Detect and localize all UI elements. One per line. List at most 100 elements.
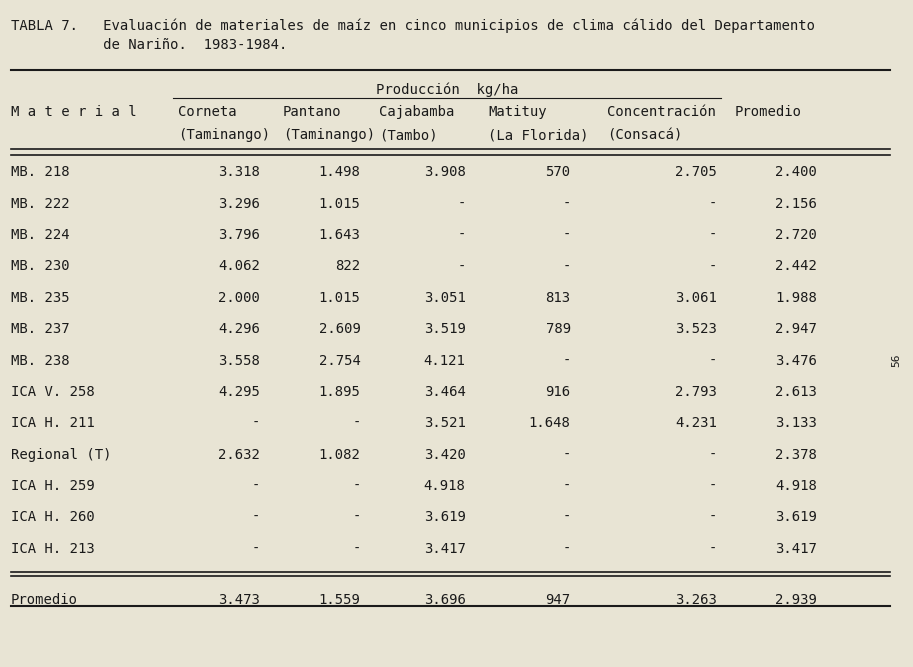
Text: 1.082: 1.082 — [319, 448, 361, 462]
Text: 1.648: 1.648 — [529, 416, 571, 430]
Text: 813: 813 — [545, 291, 571, 305]
Text: -: - — [352, 542, 361, 556]
Text: -: - — [562, 197, 571, 211]
Text: 2.378: 2.378 — [775, 448, 817, 462]
Text: (Tambo): (Tambo) — [379, 128, 437, 142]
Text: 2.754: 2.754 — [319, 354, 361, 368]
Text: 4.296: 4.296 — [218, 322, 260, 336]
Text: 4.295: 4.295 — [218, 385, 260, 399]
Text: ICA V. 258: ICA V. 258 — [11, 385, 95, 399]
Text: -: - — [708, 354, 717, 368]
Text: 3.521: 3.521 — [424, 416, 466, 430]
Text: 2.793: 2.793 — [675, 385, 717, 399]
Text: -: - — [562, 354, 571, 368]
Text: M a t e r i a l: M a t e r i a l — [11, 105, 137, 119]
Text: 3.696: 3.696 — [424, 593, 466, 607]
Text: 3.473: 3.473 — [218, 593, 260, 607]
Text: -: - — [252, 542, 260, 556]
Text: 1.498: 1.498 — [319, 165, 361, 179]
Text: (Taminango): (Taminango) — [283, 128, 375, 142]
Text: 789: 789 — [545, 322, 571, 336]
Text: MB. 237: MB. 237 — [11, 322, 69, 336]
Text: -: - — [562, 259, 571, 273]
Text: 4.121: 4.121 — [424, 354, 466, 368]
Text: -: - — [252, 416, 260, 430]
Text: 2.613: 2.613 — [775, 385, 817, 399]
Text: 2.609: 2.609 — [319, 322, 361, 336]
Text: 2.720: 2.720 — [775, 228, 817, 242]
Text: (La Florida): (La Florida) — [488, 128, 589, 142]
Text: -: - — [708, 197, 717, 211]
Text: 2.939: 2.939 — [775, 593, 817, 607]
Text: MB. 235: MB. 235 — [11, 291, 69, 305]
Text: Regional (T): Regional (T) — [11, 448, 111, 462]
Text: -: - — [457, 259, 466, 273]
Text: MB. 238: MB. 238 — [11, 354, 69, 368]
Text: ICA H. 213: ICA H. 213 — [11, 542, 95, 556]
Text: 1.015: 1.015 — [319, 291, 361, 305]
Text: 4.918: 4.918 — [775, 479, 817, 493]
Text: 570: 570 — [545, 165, 571, 179]
Text: Pantano: Pantano — [283, 105, 341, 119]
Text: TABLA 7.   Evaluación de materiales de maíz en cinco municipios de clima cálido : TABLA 7. Evaluación de materiales de maí… — [11, 19, 815, 33]
Text: Promedio: Promedio — [735, 105, 802, 119]
Text: -: - — [562, 510, 571, 524]
Text: 3.318: 3.318 — [218, 165, 260, 179]
Text: 2.947: 2.947 — [775, 322, 817, 336]
Text: 3.420: 3.420 — [424, 448, 466, 462]
Text: 2.156: 2.156 — [775, 197, 817, 211]
Text: MB. 230: MB. 230 — [11, 259, 69, 273]
Text: 3.519: 3.519 — [424, 322, 466, 336]
Text: 3.133: 3.133 — [775, 416, 817, 430]
Text: -: - — [352, 416, 361, 430]
Text: 3.417: 3.417 — [424, 542, 466, 556]
Text: 1.988: 1.988 — [775, 291, 817, 305]
Text: 4.231: 4.231 — [675, 416, 717, 430]
Text: 3.263: 3.263 — [675, 593, 717, 607]
Text: 2.632: 2.632 — [218, 448, 260, 462]
Text: (Consacá): (Consacá) — [607, 128, 683, 142]
Text: 1.559: 1.559 — [319, 593, 361, 607]
Text: 1.015: 1.015 — [319, 197, 361, 211]
Text: Cajabamba: Cajabamba — [379, 105, 455, 119]
Text: 2.400: 2.400 — [775, 165, 817, 179]
Text: -: - — [352, 479, 361, 493]
Text: 56: 56 — [892, 354, 901, 367]
Text: -: - — [562, 542, 571, 556]
Text: MB. 224: MB. 224 — [11, 228, 69, 242]
Text: Promedio: Promedio — [11, 593, 78, 607]
Text: -: - — [562, 479, 571, 493]
Text: 3.296: 3.296 — [218, 197, 260, 211]
Text: -: - — [708, 479, 717, 493]
Text: 1.895: 1.895 — [319, 385, 361, 399]
Text: 3.476: 3.476 — [775, 354, 817, 368]
Text: Corneta: Corneta — [178, 105, 236, 119]
Text: -: - — [457, 197, 466, 211]
Text: MB. 218: MB. 218 — [11, 165, 69, 179]
Text: -: - — [252, 479, 260, 493]
Text: Producción  kg/ha: Producción kg/ha — [376, 82, 519, 97]
Text: -: - — [708, 448, 717, 462]
Text: 3.523: 3.523 — [675, 322, 717, 336]
Text: ICA H. 259: ICA H. 259 — [11, 479, 95, 493]
Text: 3.619: 3.619 — [775, 510, 817, 524]
Text: 3.061: 3.061 — [675, 291, 717, 305]
Text: 1.643: 1.643 — [319, 228, 361, 242]
Text: 4.918: 4.918 — [424, 479, 466, 493]
Text: -: - — [708, 259, 717, 273]
Text: Concentración: Concentración — [607, 105, 716, 119]
Text: 3.796: 3.796 — [218, 228, 260, 242]
Text: ICA H. 211: ICA H. 211 — [11, 416, 95, 430]
Text: -: - — [708, 510, 717, 524]
Text: 3.051: 3.051 — [424, 291, 466, 305]
Text: 2.000: 2.000 — [218, 291, 260, 305]
Text: de Nariño.  1983-1984.: de Nariño. 1983-1984. — [11, 38, 288, 52]
Text: -: - — [457, 228, 466, 242]
Text: 3.908: 3.908 — [424, 165, 466, 179]
Text: 3.558: 3.558 — [218, 354, 260, 368]
Text: 4.062: 4.062 — [218, 259, 260, 273]
Text: -: - — [562, 448, 571, 462]
Text: 916: 916 — [545, 385, 571, 399]
Text: 2.705: 2.705 — [675, 165, 717, 179]
Text: 3.464: 3.464 — [424, 385, 466, 399]
